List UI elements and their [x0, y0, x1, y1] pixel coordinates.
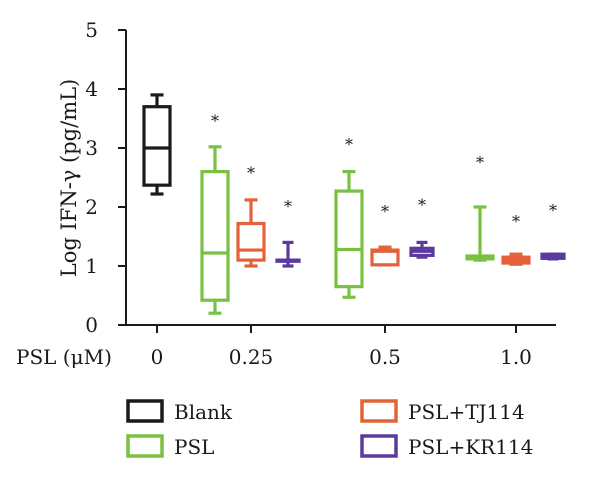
x-tick-label: 0.5	[369, 345, 401, 369]
x-tick-label: 0.25	[229, 345, 274, 369]
significance-marker: *	[418, 195, 426, 214]
box-psl-0_25: *	[200, 112, 230, 315]
legend-label: PSL	[174, 435, 214, 459]
legend-item-psl: PSL	[126, 434, 214, 459]
x-axis-label: PSL (μM)	[16, 345, 112, 369]
boxes: * * * * * * * * *	[142, 93, 566, 315]
significance-marker: *	[512, 212, 520, 231]
y-tick-label: 5	[85, 18, 98, 42]
y-tick-label: 0	[85, 313, 98, 337]
significance-marker: *	[476, 153, 484, 172]
y-tick-label: 4	[85, 77, 98, 101]
box-body	[334, 189, 364, 289]
box-psl-tj114-0_25: *	[236, 163, 266, 268]
significance-marker: *	[549, 201, 557, 220]
box-psl-0_5: *	[334, 135, 364, 299]
legend-swatch	[360, 399, 398, 423]
legend-item-psl-kr114: PSL+KR114	[360, 434, 533, 459]
significance-marker: *	[284, 197, 292, 216]
legend-label: PSL+TJ114	[408, 400, 525, 424]
legend: Blank PSL PSL+TJ114 PSL+KR114	[126, 399, 533, 459]
legend-label: Blank	[174, 400, 233, 424]
box-blank-0	[142, 93, 172, 196]
axes	[125, 30, 556, 326]
legend-swatch	[126, 399, 164, 423]
significance-marker: *	[345, 135, 353, 154]
legend-swatch	[360, 434, 398, 458]
box-psl-tj114-0_5: *	[370, 202, 400, 267]
box-body	[236, 221, 266, 262]
y-ticks: 0 1 2 3 4 5	[85, 18, 126, 337]
legend-item-blank: Blank	[126, 399, 233, 424]
significance-marker: *	[211, 112, 219, 131]
significance-marker: *	[381, 202, 389, 221]
box-psl-tj114-1_0: *	[501, 212, 531, 266]
significance-marker: *	[247, 163, 255, 182]
y-tick-label: 2	[85, 195, 98, 219]
x-tick-label: 1.0	[500, 345, 532, 369]
box-psl-1_0: *	[465, 153, 495, 262]
box-psl-kr114-0_25: *	[275, 197, 301, 268]
y-tick-label: 3	[85, 136, 98, 160]
y-axis-label: Log IFN-γ (pg/mL)	[57, 79, 81, 277]
x-tick-label: 0	[151, 345, 164, 369]
legend-item-psl-tj114: PSL+TJ114	[360, 399, 525, 424]
box-psl-kr114-1_0: *	[540, 201, 566, 261]
x-ticks: 0 0.25 0.5 1.0	[151, 325, 532, 369]
legend-label: PSL+KR114	[408, 435, 533, 459]
box-body	[200, 170, 230, 302]
box-body	[142, 105, 172, 187]
legend-swatch	[126, 434, 164, 458]
box-psl-kr114-0_5: *	[409, 195, 435, 259]
y-tick-label: 1	[85, 254, 98, 278]
